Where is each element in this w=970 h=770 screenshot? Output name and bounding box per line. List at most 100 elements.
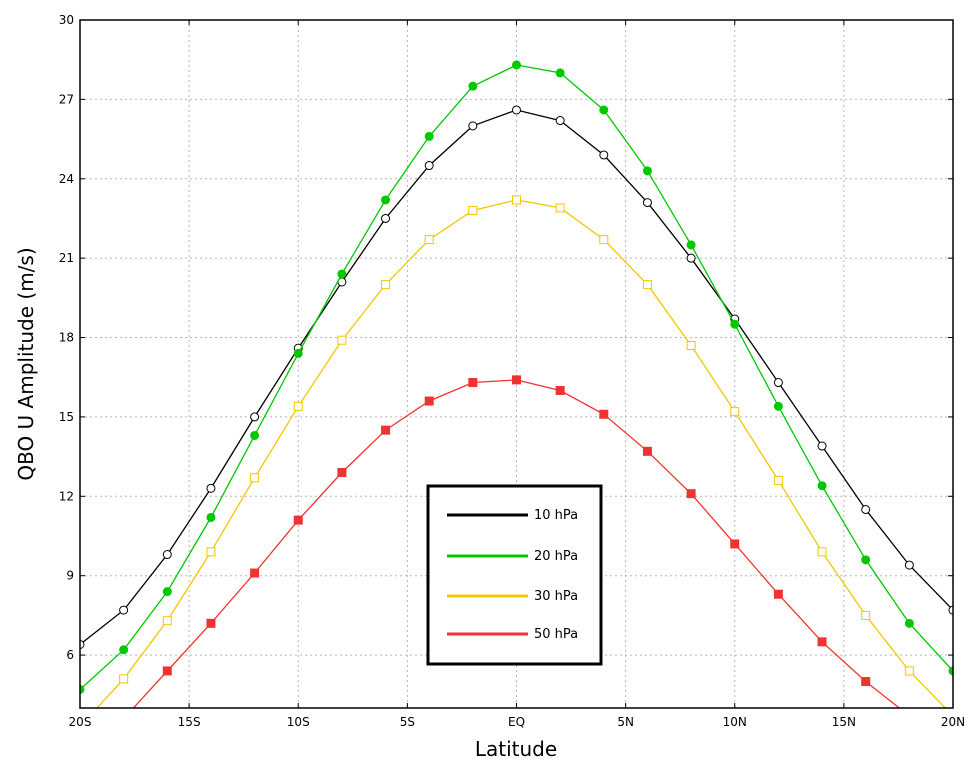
legend-label-30-hpa: 30 hPa (534, 589, 578, 604)
data-point-30-hpa (686, 340, 696, 350)
data-point-50-hpa (642, 446, 652, 456)
data-point-20-hpa (381, 195, 391, 205)
x-tick-label: 5N (617, 715, 634, 729)
data-point-50-hpa (817, 637, 827, 647)
data-point-20-hpa (512, 60, 521, 70)
data-point-50-hpa (861, 677, 871, 687)
data-point-30-hpa (642, 280, 652, 290)
y-tick-label: 15 (59, 410, 74, 424)
x-tick-label: 15S (178, 715, 201, 729)
y-tick-label: 21 (59, 251, 74, 265)
data-point-30-hpa (206, 547, 216, 557)
x-tick-label: 5S (400, 715, 415, 729)
data-point-20-hpa (904, 618, 914, 628)
data-point-50-hpa (162, 666, 172, 676)
data-point-50-hpa (599, 409, 609, 419)
data-point-20-hpa (599, 105, 609, 115)
data-point-30-hpa (512, 195, 521, 205)
y-tick-label: 24 (59, 172, 74, 186)
data-point-10-hpa (250, 412, 260, 422)
data-point-30-hpa (730, 407, 740, 417)
legend-label-10-hpa: 10 hPa (534, 508, 578, 523)
data-point-10-hpa (948, 605, 953, 615)
legend-label-50-hpa: 50 hPa (534, 627, 578, 642)
data-point-30-hpa (599, 235, 609, 245)
data-point-20-hpa (119, 645, 129, 655)
legend-label-20-hpa: 20 hPa (534, 549, 578, 564)
data-point-50-hpa (730, 539, 740, 549)
data-point-50-hpa (381, 425, 391, 435)
y-axis-ticks: 6 9 12 15 18 21 24 27 30 (59, 13, 953, 662)
data-point-10-hpa (381, 213, 391, 223)
x-tick-label: EQ (508, 715, 525, 729)
y-axis-title: QBO U Amplitude (m/s) (14, 247, 38, 480)
series-layer (80, 60, 953, 708)
data-point-20-hpa (337, 269, 347, 279)
data-point-30-hpa (337, 335, 347, 345)
data-point-50-hpa (250, 568, 260, 578)
data-point-30-hpa (250, 473, 260, 483)
data-point-50-hpa (555, 385, 565, 395)
data-point-30-hpa (381, 280, 391, 290)
series-50-hpa (132, 375, 901, 708)
data-point-30-hpa (861, 610, 871, 620)
data-point-30-hpa (162, 616, 172, 626)
data-point-50-hpa (293, 515, 303, 525)
data-point-20-hpa (817, 481, 827, 491)
y-tick-label: 30 (59, 13, 74, 27)
data-point-20-hpa (468, 81, 478, 91)
data-point-30-hpa (119, 674, 129, 684)
data-point-30-hpa (468, 206, 478, 216)
data-point-30-hpa (293, 401, 303, 411)
data-point-50-hpa (512, 375, 521, 385)
data-point-30-hpa (555, 203, 565, 213)
data-point-10-hpa (80, 639, 85, 649)
data-point-50-hpa (206, 618, 216, 628)
data-point-30-hpa (424, 235, 434, 245)
data-point-20-hpa (686, 240, 696, 250)
x-tick-label: 10N (723, 715, 747, 729)
y-tick-label: 12 (59, 489, 74, 503)
data-point-50-hpa (337, 467, 347, 477)
x-tick-label: 15N (832, 715, 856, 729)
x-tick-label: 20N (941, 715, 965, 729)
data-point-50-hpa (468, 378, 478, 388)
data-point-10-hpa (512, 105, 521, 115)
x-tick-label: 10S (287, 715, 310, 729)
data-point-10-hpa (773, 378, 783, 388)
legend: 10 hPa 20 hPa 30 hPa 50 hPa (426, 484, 603, 666)
data-point-10-hpa (206, 483, 216, 493)
series-20-hpa (80, 60, 953, 694)
data-point-10-hpa (817, 441, 827, 451)
data-point-20-hpa (773, 401, 783, 411)
data-point-10-hpa (642, 198, 652, 208)
data-point-20-hpa (162, 587, 172, 597)
y-tick-label: 18 (59, 331, 74, 345)
x-tick-label: 20S (69, 715, 92, 729)
data-point-10-hpa (599, 150, 609, 160)
data-point-30-hpa (904, 666, 914, 676)
series-30-hpa (96, 195, 947, 708)
x-axis-ticks: 20S 15S 10S 5S EQ 5N 10N 15N 20N (69, 20, 965, 729)
data-point-20-hpa (206, 512, 216, 522)
data-point-20-hpa (80, 684, 85, 694)
y-tick-label: 27 (59, 92, 74, 106)
y-tick-label: 6 (66, 648, 74, 662)
data-point-10-hpa (424, 161, 434, 171)
data-point-50-hpa (424, 396, 434, 406)
data-point-10-hpa (904, 560, 914, 570)
data-point-30-hpa (773, 475, 783, 485)
data-point-20-hpa (730, 319, 740, 329)
data-point-50-hpa (686, 489, 696, 499)
data-point-20-hpa (424, 131, 434, 141)
data-point-10-hpa (861, 505, 871, 515)
data-point-20-hpa (861, 555, 871, 565)
data-point-20-hpa (293, 348, 303, 358)
data-point-10-hpa (119, 605, 129, 615)
y-tick-label: 9 (66, 569, 74, 583)
data-point-30-hpa (817, 547, 827, 557)
data-point-10-hpa (468, 121, 478, 131)
data-point-20-hpa (555, 68, 565, 78)
data-point-20-hpa (642, 166, 652, 176)
